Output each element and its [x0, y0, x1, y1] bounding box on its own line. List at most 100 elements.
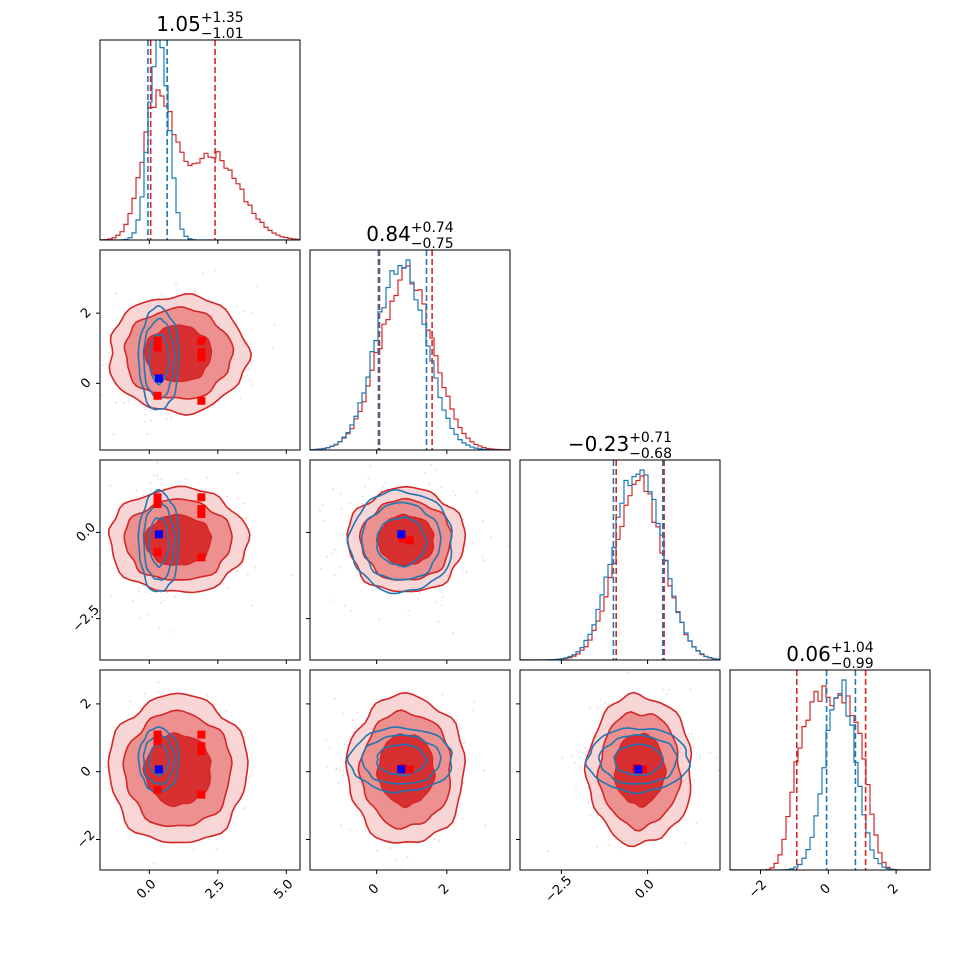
sample-point — [156, 474, 158, 477]
y-tick-label: 2 — [78, 305, 94, 321]
sample-point — [256, 285, 259, 288]
title-error-minus: −0.99 — [831, 656, 874, 672]
sample-point — [338, 566, 340, 569]
contour-series-b — [142, 501, 176, 581]
sample-point — [473, 700, 476, 703]
title-error-plus: +1.04 — [831, 640, 874, 656]
panel-title-2: 0.84+0.74 −0.75 — [366, 220, 454, 252]
truth-marker-series-a — [197, 730, 206, 739]
sample-point — [138, 590, 141, 593]
truth-marker-series-a — [153, 737, 162, 746]
sample-point — [441, 693, 444, 696]
sample-point — [434, 601, 437, 603]
sample-point — [143, 692, 146, 695]
sample-point — [91, 552, 93, 554]
sample-point — [206, 476, 209, 479]
sample-point — [418, 592, 421, 595]
sample-point — [141, 584, 144, 587]
sample-point — [433, 837, 436, 840]
truth-marker-series-a — [153, 391, 162, 400]
sample-point — [144, 420, 146, 423]
sample-point — [166, 591, 169, 594]
sample-point — [481, 555, 484, 558]
contour-series-b — [360, 734, 442, 785]
sample-point — [102, 364, 105, 367]
truth-marker-series-a — [197, 336, 206, 345]
sample-point — [291, 574, 294, 577]
sample-point — [205, 489, 207, 491]
sample-point — [371, 589, 374, 591]
sample-point — [591, 731, 594, 734]
scatter-panel-4-3 — [516, 669, 721, 874]
density-group — [91, 461, 294, 633]
sample-point — [383, 482, 386, 484]
sample-point — [129, 700, 132, 703]
x-tick-label: 0 — [818, 881, 834, 897]
sample-point — [156, 461, 159, 464]
sample-point — [132, 600, 134, 602]
sample-point — [571, 754, 573, 757]
histogram-group — [310, 250, 510, 450]
contour-series-b — [148, 743, 170, 777]
truth-marker-series-a — [197, 353, 206, 362]
truth-marker-series-a — [405, 536, 414, 545]
sample-point — [123, 401, 125, 404]
panel-frame — [309, 249, 511, 451]
sample-point — [607, 844, 610, 846]
sample-point — [243, 310, 246, 313]
sample-point — [351, 719, 354, 721]
scatter-panel-3-2 — [306, 459, 511, 664]
sample-point — [471, 542, 474, 544]
histogram-group — [100, 40, 300, 240]
sample-point — [243, 807, 246, 809]
sample-point — [247, 573, 249, 576]
sample-point — [93, 571, 95, 573]
sample-point — [326, 765, 329, 768]
density-group — [325, 691, 487, 870]
sample-point — [596, 846, 598, 848]
sample-point — [332, 599, 335, 601]
sample-point — [463, 742, 465, 744]
contour-series-b — [148, 517, 170, 569]
panel-frame — [309, 459, 511, 661]
sample-point — [715, 756, 718, 759]
sample-point — [147, 613, 150, 616]
sample-point — [434, 469, 437, 471]
sample-point — [158, 627, 160, 629]
sample-point — [152, 862, 155, 865]
sample-point — [587, 786, 590, 789]
sample-point — [167, 413, 170, 416]
sample-point — [417, 597, 419, 600]
sample-point — [693, 781, 696, 783]
x-tick-label: −2.5 — [542, 873, 575, 906]
sample-point — [465, 571, 468, 574]
truth-marker-series-b — [154, 374, 163, 383]
sample-point — [452, 632, 455, 635]
sample-point — [248, 775, 251, 778]
panel-title-1: 1.05+1.35 −1.01 — [156, 10, 243, 42]
sample-point — [215, 847, 218, 850]
truth-marker-series-a — [405, 765, 414, 774]
sample-point — [709, 752, 712, 754]
truth-marker-series-a — [197, 505, 206, 513]
contour-series-b — [137, 488, 180, 593]
sample-point — [384, 662, 386, 664]
sample-point — [149, 419, 152, 422]
sample-point — [364, 485, 366, 488]
panel-frame — [99, 669, 301, 871]
sample-point — [356, 712, 358, 714]
sample-point — [202, 272, 205, 275]
sample-point — [127, 400, 130, 403]
sample-point — [407, 609, 410, 612]
title-value: 1.05 — [156, 12, 201, 36]
sample-point — [424, 696, 427, 698]
sample-point — [395, 859, 398, 862]
y-tick-label: −2 — [74, 828, 98, 852]
sample-point — [334, 697, 337, 700]
sample-point — [349, 829, 352, 831]
title-error-minus: −1.01 — [201, 26, 244, 42]
truth-marker-series-a — [153, 730, 162, 739]
sample-point — [108, 351, 111, 354]
sample-point — [360, 722, 363, 725]
